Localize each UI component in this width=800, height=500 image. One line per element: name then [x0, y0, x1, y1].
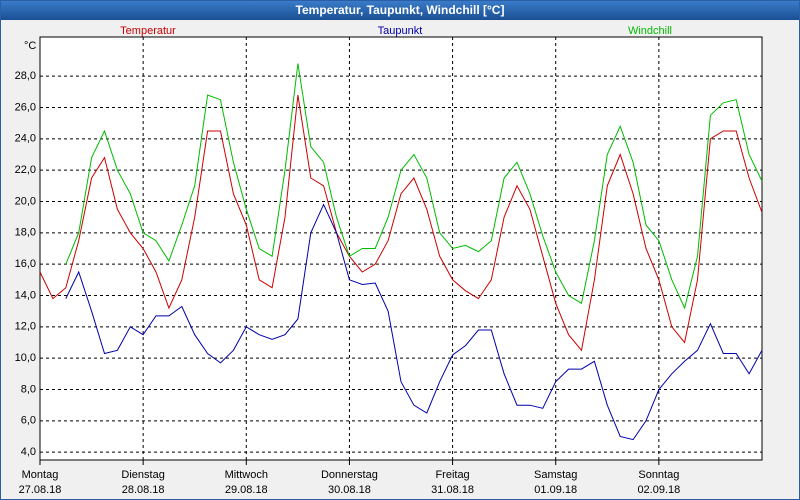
x-tick-label: 29.08.18 [225, 484, 268, 496]
x-tick-label: 02.09.18 [637, 484, 680, 496]
x-tick-label: Dienstag [121, 469, 164, 481]
x-tick-label: Samstag [534, 469, 577, 481]
y-tick-label: 14,0 [15, 289, 36, 301]
y-tick-label: 20,0 [15, 195, 36, 207]
y-tick-label: 12,0 [15, 321, 36, 333]
legend-label: Taupunkt [378, 25, 423, 37]
x-tick-label: 30.08.18 [328, 484, 371, 496]
x-tick-label: 01.09.18 [534, 484, 577, 496]
y-tick-label: 28,0 [15, 70, 36, 82]
y-tick-label: 16,0 [15, 258, 36, 270]
title-bar [1, 1, 799, 20]
y-tick-label: 4,0 [21, 446, 36, 458]
legend-label: Temperatur [120, 25, 176, 37]
x-tick-label: 31.08.18 [431, 484, 474, 496]
y-tick-label: 8,0 [21, 383, 36, 395]
y-tick-label: 18,0 [15, 227, 36, 239]
plot-area [39, 36, 763, 461]
x-tick-label: Donnerstag [321, 469, 378, 481]
y-tick-label: 10,0 [15, 352, 36, 364]
x-tick-label: Mittwoch [225, 469, 268, 481]
chart-title: Temperatur, Taupunkt, Windchill [°C] [296, 3, 505, 17]
y-tick-label: 22,0 [15, 164, 36, 176]
x-tick-label: Freitag [435, 469, 469, 481]
x-tick-label: 27.08.18 [19, 484, 62, 496]
legend-label: Windchill [628, 25, 672, 37]
series-line [65, 63, 763, 310]
x-tick-label: Sonntag [638, 469, 679, 481]
x-tick-label: 28.08.18 [122, 484, 165, 496]
x-tick-label: Montag [22, 469, 59, 481]
series-line [39, 94, 763, 352]
series-line [65, 203, 763, 441]
y-tick-label: 24,0 [15, 133, 36, 145]
y-tick-label: 26,0 [15, 101, 36, 113]
y-axis-label: °C [24, 40, 36, 52]
y-tick-label: 6,0 [21, 415, 36, 427]
